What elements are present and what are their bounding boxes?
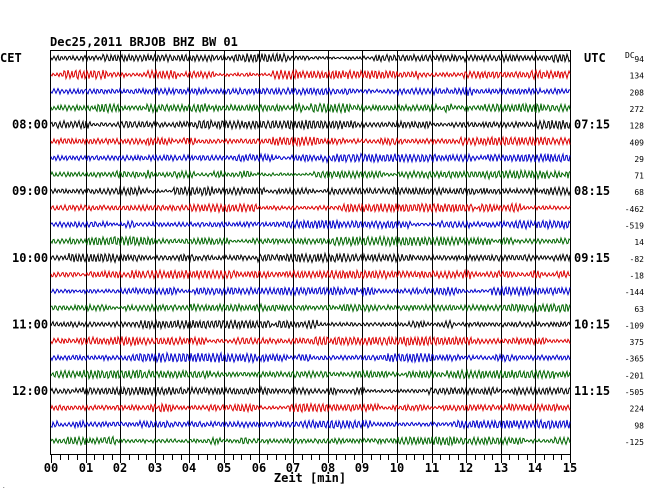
dc-offset-label: 409	[630, 138, 645, 147]
x-tick-label: 13	[494, 461, 508, 475]
utc-time-label: 09:15	[574, 251, 610, 265]
dc-offset-label: -125	[625, 438, 644, 447]
x-tick-label: 15	[563, 461, 577, 475]
dc-offset-label: 71	[634, 172, 644, 181]
x-tick-label: 01	[79, 461, 93, 475]
utc-time-label: 11:15	[574, 384, 610, 398]
x-tick-label: 04	[182, 461, 196, 475]
x-tick-label: 06	[252, 461, 266, 475]
trace-row	[50, 385, 571, 397]
cet-time-label: 08:00	[12, 118, 48, 132]
dc-offset-label: 68	[634, 188, 644, 197]
trace-row	[50, 135, 571, 148]
plot-frame	[50, 50, 571, 455]
dc-offset-label: -18	[630, 271, 645, 280]
dc-offset-label: 98	[634, 421, 644, 430]
trace-row	[50, 86, 570, 97]
dc-offset-label: 94	[634, 55, 644, 64]
dc-offset-label: -144	[625, 288, 644, 297]
dc-offset-label: 134	[630, 72, 645, 81]
x-tick-label: 02	[113, 461, 127, 475]
right-axis-title: UTC	[584, 51, 606, 65]
trace-row	[50, 350, 571, 365]
trace-layer	[50, 51, 571, 447]
x-tick-label: 10	[390, 461, 404, 475]
dc-offset-label: -109	[625, 321, 644, 330]
dc-offset-label: -82	[630, 255, 645, 264]
dc-offset-label: 128	[630, 122, 645, 131]
dc-offset-label: 272	[630, 105, 645, 114]
trace-row	[50, 318, 571, 331]
dc-offset-label: 224	[630, 405, 645, 414]
cet-time-label: 11:00	[12, 317, 48, 331]
dc-offset-label: -505	[625, 388, 644, 397]
x-tick-label: 03	[148, 461, 162, 475]
label-layer: 94 134 208 272 128 409 29 71 68 -462 -519 14 -82 -18 -…	[12, 55, 644, 447]
trace-row	[50, 68, 571, 81]
x-axis-label: Zeit [min]	[274, 471, 346, 485]
dc-offset-label: -462	[625, 205, 644, 214]
trace-row	[50, 234, 571, 248]
trace-row	[50, 368, 571, 381]
trace-row	[50, 268, 571, 281]
x-tick-label: 08	[321, 461, 335, 475]
dc-offset-label: 375	[630, 338, 645, 347]
dc-offset-label: 63	[634, 305, 644, 314]
dc-offset-label: -201	[625, 371, 644, 380]
dc-offset-label: -365	[625, 355, 644, 364]
dc-offset-label: 208	[630, 88, 645, 97]
trace-row	[50, 201, 571, 214]
trace-row	[50, 152, 571, 165]
x-tick-label: 11	[425, 461, 439, 475]
trace-row	[50, 101, 571, 115]
dc-offset-label: 14	[634, 238, 644, 247]
trace-row	[50, 168, 571, 181]
trace-row	[50, 251, 571, 265]
x-tick-label: 07	[286, 461, 300, 475]
dc-offset-label: -519	[625, 222, 644, 231]
cet-time-label: 09:00	[12, 184, 48, 198]
x-tick-label: 05	[217, 461, 231, 475]
utc-time-label: 08:15	[574, 184, 610, 198]
cet-time-label: 10:00	[12, 251, 48, 265]
x-tick-label: 00	[44, 461, 58, 475]
trace-row	[50, 218, 571, 231]
trace-row	[50, 51, 571, 64]
trace-row	[51, 302, 571, 314]
chart-title: Dec25,2011 BRJOB BHZ BW 01	[50, 35, 238, 49]
trace-row	[50, 401, 571, 414]
grid-layer	[86, 51, 536, 454]
trace-row	[50, 335, 571, 348]
corner-mark: .	[2, 483, 6, 490]
trace-row	[50, 418, 571, 431]
x-axis-ticks: 00 01 02 03 04 05 06 07 08 09 10 11 12 13 14 15	[44, 455, 577, 475]
utc-time-label: 07:15	[574, 118, 610, 132]
trace-row	[50, 285, 571, 298]
trace-row	[50, 118, 571, 131]
offset-header: DC	[625, 51, 635, 60]
utc-time-label: 10:15	[574, 317, 610, 331]
left-axis-title: CET	[0, 51, 22, 65]
trace-row	[50, 435, 571, 447]
x-tick-label: 12	[459, 461, 473, 475]
dc-offset-label: 29	[634, 155, 644, 164]
cet-time-label: 12:00	[12, 384, 48, 398]
x-tick-label: 14	[528, 461, 542, 475]
trace-row	[50, 184, 571, 198]
x-tick-label: 09	[355, 461, 369, 475]
